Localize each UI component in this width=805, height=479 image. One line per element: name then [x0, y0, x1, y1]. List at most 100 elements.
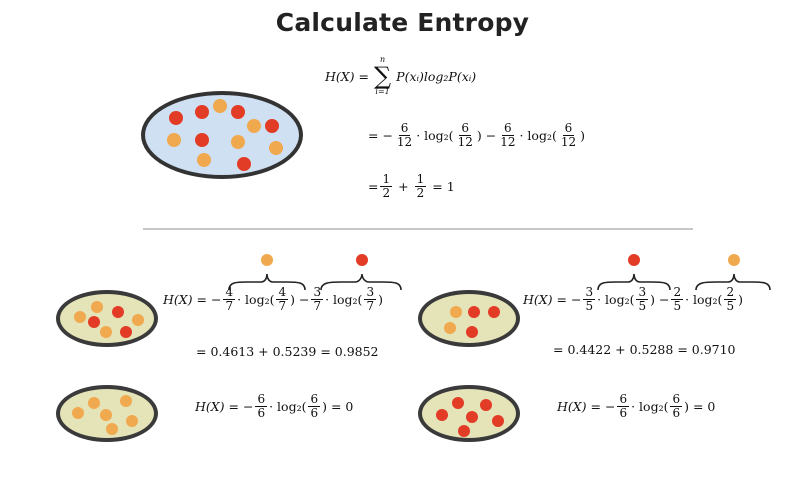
red-ball-marker: [628, 254, 640, 266]
orange-ball: [167, 133, 181, 147]
red-ball-marker: [356, 254, 368, 266]
eq-text: · log₂(: [519, 127, 557, 143]
fraction: 6 12: [396, 121, 413, 149]
top-expansion-line: = − 6 12 · log₂( 6 12 ) − 6 12 · log₂( 6 12 …: [368, 122, 585, 148]
curly-brace: [320, 273, 402, 291]
orange-ball: [100, 326, 112, 338]
eq-text: ) −: [476, 127, 497, 143]
orange-ball: [132, 314, 144, 326]
orange-ball: [106, 423, 118, 435]
eq-text: · log₂(: [631, 398, 669, 414]
formula-lhs: H(X) =: [325, 68, 370, 84]
orange-ball: [72, 407, 84, 419]
red-ball: [458, 425, 470, 437]
red-ball: [466, 326, 478, 338]
left-braces: [228, 254, 402, 291]
orange-ball: [100, 409, 112, 421]
orange-ball: [88, 397, 100, 409]
red-ball: [169, 111, 183, 125]
summation: n ∑ i=1: [374, 56, 391, 96]
red-ball: [88, 316, 100, 328]
eq-text: =: [368, 178, 379, 194]
red-ball: [492, 415, 504, 427]
curly-brace: [695, 273, 771, 291]
red-ball: [452, 397, 464, 409]
red-ball: [468, 306, 480, 318]
orange-ball: [126, 415, 138, 427]
red-ball: [237, 157, 251, 171]
red-ball: [231, 105, 245, 119]
orange-ball: [91, 301, 103, 313]
red-ball: [265, 119, 279, 133]
left-split-result: = 0.4613 + 0.5239 = 0.9852: [196, 344, 379, 359]
left-split-ellipse: [56, 290, 158, 347]
section-divider: [143, 228, 693, 230]
eq-text: H(X) = −: [163, 291, 222, 307]
curly-brace: [228, 273, 306, 291]
eq-text: H(X) = −: [523, 291, 582, 307]
eq-text: · log₂(: [685, 291, 723, 307]
sum-lower-limit: i=1: [375, 87, 390, 96]
eq-text: H(X) = −: [557, 398, 616, 414]
red-ball: [488, 306, 500, 318]
eq-text: ): [378, 291, 383, 307]
eq-text: = −: [368, 127, 393, 143]
full-set-ellipse: [141, 91, 303, 179]
left-pure-ellipse: [56, 385, 158, 442]
fraction: 6 12: [457, 121, 473, 149]
eq-text: ): [738, 291, 743, 307]
red-ball: [120, 326, 132, 338]
eq-text: · log₂(: [237, 291, 275, 307]
orange-ball: [197, 153, 211, 167]
orange-ball: [269, 141, 283, 155]
eq-text: ) −: [650, 291, 670, 307]
orange-ball: [450, 306, 462, 318]
eq-text: ) = 0: [684, 398, 716, 414]
right-pure-ellipse: [418, 385, 520, 442]
fraction: 6 12: [560, 121, 577, 149]
orange-ball: [120, 395, 132, 407]
orange-ball-marker: [261, 254, 273, 266]
eq-text: · log₂(: [269, 398, 307, 414]
right-split-ellipse: [418, 290, 520, 347]
entropy-definition: H(X) = n ∑ i=1 P(xᵢ)log₂P(xᵢ): [325, 56, 476, 96]
sigma-symbol: ∑: [374, 62, 392, 90]
fraction: 6 12: [500, 121, 516, 149]
red-ball: [466, 411, 478, 423]
right-braces: [597, 254, 771, 291]
eq-text: · log₂(: [416, 127, 454, 143]
red-ball: [436, 409, 448, 421]
orange-ball: [231, 135, 245, 149]
red-ball: [195, 105, 209, 119]
orange-ball: [74, 311, 86, 323]
right-split-result: = 0.4422 + 0.5288 = 0.9710: [553, 342, 736, 357]
orange-ball: [444, 322, 456, 334]
red-ball: [112, 306, 124, 318]
eq-text: · log₂(: [597, 291, 635, 307]
eq-text: · log₂(: [325, 291, 363, 307]
curly-brace: [597, 273, 671, 291]
formula-rhs: P(xᵢ)log₂P(xᵢ): [396, 68, 477, 84]
eq-text: = 1: [432, 178, 455, 194]
sum-upper-limit: n: [380, 55, 386, 64]
orange-ball-marker: [728, 254, 740, 266]
eq-text: ): [580, 127, 586, 143]
